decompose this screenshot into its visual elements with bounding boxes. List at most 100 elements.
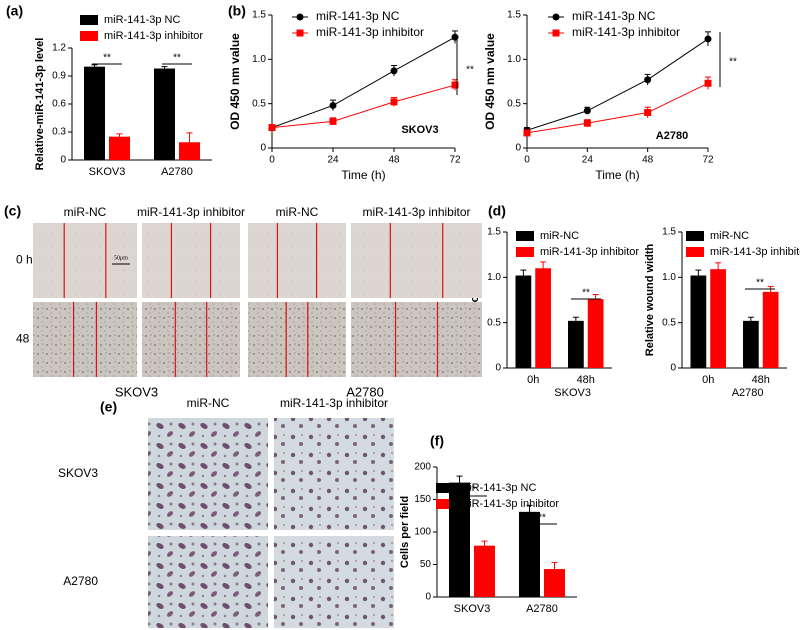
y-tick-label: 0: [260, 143, 266, 154]
legend-label: miR-141-3p NC: [572, 9, 656, 23]
legend-label: miR-141-3p NC: [460, 482, 536, 494]
y-tick-label: 0.5: [487, 317, 501, 328]
y-tick-label: 100: [414, 527, 431, 538]
micrograph: [274, 536, 394, 628]
legend-marker: [552, 29, 560, 37]
legend-marker: [296, 29, 304, 37]
micrograph: [351, 302, 482, 377]
y-tick-label: 0.6: [52, 99, 66, 110]
bar: [449, 482, 470, 597]
panel-label: (c): [4, 203, 21, 219]
bar: [84, 66, 105, 160]
bar: [762, 291, 779, 368]
y-tick-label: 0: [60, 155, 66, 166]
point: [583, 107, 591, 115]
y-axis-label: OD 450 nm value: [483, 33, 497, 130]
column-label: miR-NC: [64, 205, 107, 219]
y-tick-label: 0: [670, 363, 676, 374]
x-axis-label: A2780: [732, 387, 764, 399]
annotation: **: [468, 485, 476, 496]
y-tick-label: 1.0: [507, 54, 521, 65]
annotation: **: [466, 65, 474, 76]
x-axis-label: Time (h): [595, 168, 639, 182]
column-label: miR-141-3p inhibitor: [280, 396, 388, 410]
y-tick-label: 0.9: [52, 71, 66, 82]
legend-label: miR-141-3p NC: [316, 9, 400, 23]
point: [451, 33, 459, 41]
bar: [587, 299, 604, 368]
panel-label: (e): [100, 399, 117, 415]
series-line: [526, 38, 709, 131]
annotation: **: [173, 53, 181, 64]
group-label: A2780: [346, 384, 384, 399]
legend-swatch: [686, 231, 704, 241]
y-tick-label: 1.2: [52, 43, 66, 54]
bar: [519, 511, 540, 597]
legend-label: miR-141-3p inhibitor: [710, 246, 800, 258]
point: [329, 117, 337, 125]
point: [644, 76, 652, 84]
bar: [474, 545, 495, 597]
series-line: [271, 84, 456, 129]
legend-swatch: [686, 247, 704, 257]
y-axis-label: Relative-miR-141-3p level: [34, 38, 46, 171]
micrograph: [142, 302, 240, 377]
point: [583, 119, 591, 127]
bar: [535, 268, 551, 368]
panel-label: (d): [488, 203, 506, 219]
x-tick-label: 48h: [577, 374, 595, 386]
micrograph: [148, 536, 268, 628]
x-tick-label: 48: [642, 155, 654, 166]
x-tick-label: 24: [582, 155, 594, 166]
point: [523, 129, 531, 137]
annotation: **: [538, 513, 546, 524]
annotation: SKOV3: [401, 124, 438, 136]
x-tick-label: 72: [702, 155, 714, 166]
x-axis-label: Time (h): [341, 168, 385, 182]
row-label: 0 h: [16, 253, 33, 267]
micrograph: [33, 223, 137, 298]
legend-label: miR-141-3p inhibitor: [572, 25, 680, 39]
point: [451, 81, 459, 89]
row-label: A2780: [63, 574, 98, 588]
y-tick-label: 150: [414, 494, 431, 505]
bar: [515, 275, 532, 368]
row-label: SKOV3: [58, 466, 98, 480]
x-tick-label: 72: [449, 155, 461, 166]
bar: [710, 269, 726, 368]
annotation: A2780: [656, 130, 688, 142]
y-axis-label: Relative wound width: [644, 243, 656, 356]
panel-label: (b): [228, 3, 246, 19]
annotation: **: [729, 57, 737, 68]
x-tick-label: A2780: [526, 603, 558, 615]
y-tick-label: 1.0: [252, 54, 266, 65]
y-tick-label: 0.5: [252, 98, 266, 109]
legend-label: miR-NC: [540, 230, 579, 242]
legend-swatch: [516, 247, 534, 257]
column-label: miR-NC: [187, 396, 230, 410]
y-tick-label: 1.0: [662, 272, 676, 283]
point: [644, 109, 652, 117]
micrograph: [33, 302, 137, 377]
legend-swatch: [516, 231, 534, 241]
scale-bar-label: 50μm: [114, 255, 128, 261]
x-tick-label: 48h: [752, 374, 770, 386]
point: [390, 67, 398, 75]
x-tick-label: A2780: [161, 166, 193, 178]
legend-label: miR-NC: [710, 230, 749, 242]
y-tick-label: 0.5: [507, 98, 521, 109]
column-label: miR-141-3p inhibitor: [137, 205, 245, 219]
column-label: miR-NC: [276, 205, 319, 219]
legend-label: miR-141-3p inhibitor: [540, 246, 639, 258]
micrograph: [351, 223, 482, 298]
bar: [743, 320, 759, 368]
y-tick-label: 0.3: [52, 127, 66, 138]
annotation: **: [756, 278, 764, 289]
micrograph: [142, 223, 240, 298]
legend-swatch: [80, 31, 98, 41]
x-tick-label: 24: [327, 155, 339, 166]
bar: [690, 275, 707, 368]
x-tick-label: 0h: [702, 374, 714, 386]
micrograph: [248, 223, 346, 298]
